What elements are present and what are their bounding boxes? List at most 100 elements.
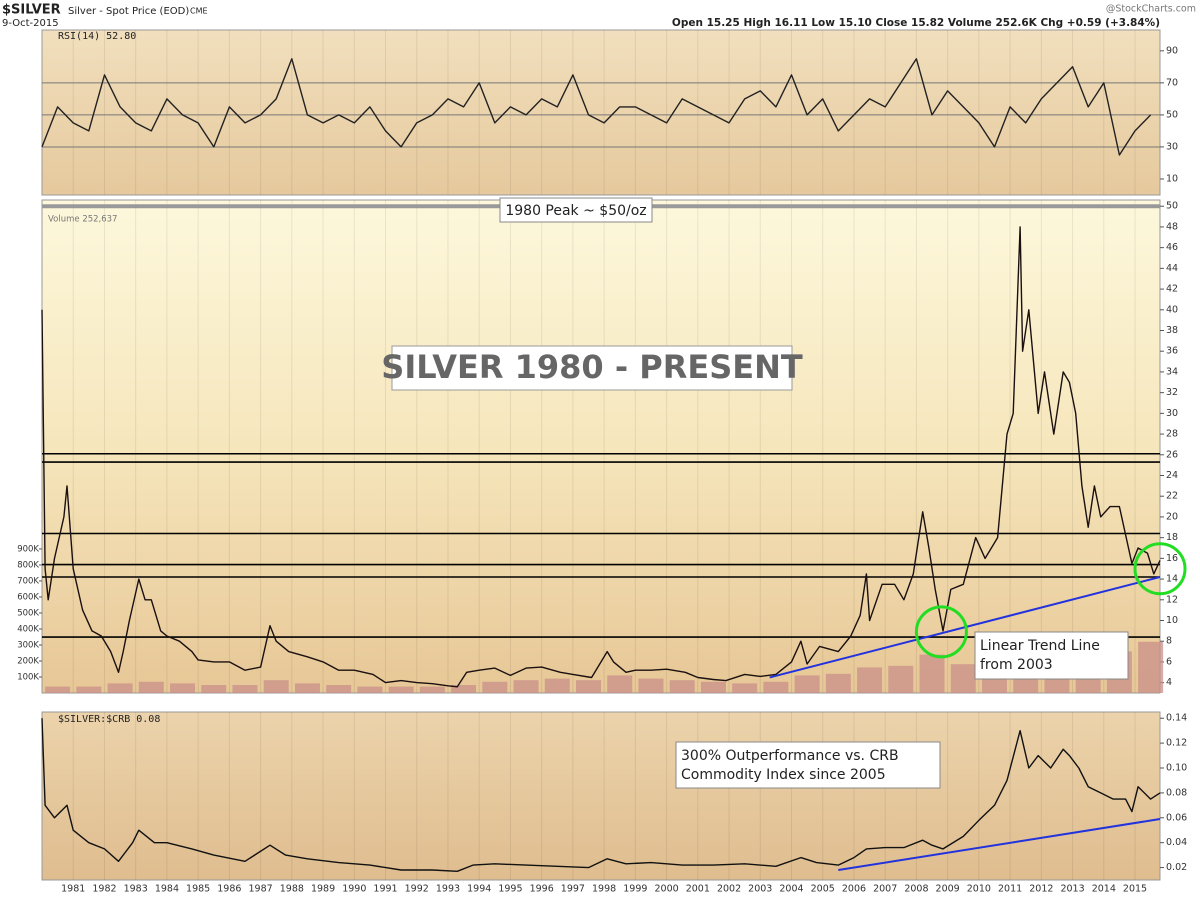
- chart-title: SILVER 1980 - PRESENT: [381, 348, 803, 386]
- x-tick-label: 2007: [873, 884, 897, 895]
- x-tick-label: 1992: [405, 884, 429, 895]
- x-tick-label: 1988: [280, 884, 304, 895]
- volume-bar: [825, 673, 851, 693]
- y-tick-label: 50: [1166, 201, 1178, 212]
- volume-bar: [45, 686, 71, 693]
- volume-bar: [638, 678, 664, 693]
- volume-bar: [388, 686, 414, 693]
- volume-bar: [763, 681, 789, 693]
- annotation: 300% Outperformance vs. CRB: [681, 748, 899, 764]
- x-tick-label: 1994: [467, 884, 491, 895]
- y-tick-label: 0.02: [1166, 862, 1187, 873]
- volume-bar: [607, 675, 633, 693]
- y-tick-label: 14: [1166, 574, 1178, 585]
- y-tick-label: 44: [1166, 263, 1178, 274]
- volume-label: Volume 252,637: [48, 215, 117, 225]
- x-tick-label: 2000: [654, 884, 678, 895]
- highlight-circle: [1133, 542, 1187, 596]
- x-tick-label: 2008: [904, 884, 928, 895]
- x-tick-label: 1989: [311, 884, 335, 895]
- series-line: [41, 718, 1161, 872]
- y-tick-label: 30: [1166, 408, 1178, 419]
- volume-bar: [263, 680, 289, 693]
- source: @StockCharts.com: [1106, 4, 1196, 15]
- volume-bar: [76, 686, 102, 693]
- y-tick-label: 0.14: [1166, 713, 1187, 724]
- y-tick-label: 0.06: [1166, 812, 1187, 823]
- title-box: [391, 345, 793, 391]
- y-tick-label: 8: [1166, 636, 1172, 647]
- price-panel: [41, 199, 1161, 694]
- y-tick-label: 12: [1166, 594, 1178, 605]
- y-tick-label: 26: [1166, 449, 1178, 460]
- y-tick-label: 50: [1166, 109, 1178, 120]
- volume-tick-label: 600K: [17, 592, 39, 602]
- volume-bar: [857, 667, 883, 693]
- y-tick-label: 42: [1166, 284, 1178, 295]
- volume-bar: [451, 684, 477, 693]
- y-tick-label: 0.04: [1166, 837, 1187, 848]
- x-tick-label: 1998: [592, 884, 616, 895]
- x-tick-label: 1981: [61, 884, 85, 895]
- volume-bar: [513, 680, 539, 693]
- volume-bar: [700, 681, 726, 693]
- volume-bar: [482, 681, 508, 693]
- x-tick-label: 2003: [748, 884, 772, 895]
- volume-tick-label: 800K: [17, 560, 39, 570]
- quote: Open 15.25 High 16.11 Low 15.10 Close 15…: [672, 17, 1160, 29]
- y-tick-label: 40: [1166, 304, 1178, 315]
- volume-tick-label: 700K: [17, 576, 39, 586]
- volume-bar: [201, 684, 227, 693]
- exchange: CME: [190, 7, 208, 16]
- y-tick-label: 20: [1166, 511, 1178, 522]
- y-tick-label: 0.08: [1166, 787, 1187, 798]
- x-tick-label: 1999: [623, 884, 647, 895]
- x-tick-label: 2010: [967, 884, 991, 895]
- y-tick-label: 38: [1166, 325, 1178, 336]
- volume-bar: [669, 680, 695, 693]
- date: 9-Oct-2015: [2, 18, 59, 29]
- annotation: Linear Trend Line: [980, 638, 1100, 654]
- volume-tick-label: 100K: [17, 672, 39, 682]
- plot-layer: 1030507090468101214161820222426283032343…: [17, 30, 1187, 895]
- y-tick-label: 10: [1166, 173, 1178, 184]
- x-tick-label: 1984: [155, 884, 179, 895]
- y-tick-label: 16: [1166, 553, 1178, 564]
- panels: [41, 29, 1161, 881]
- volume-tick-label: 300K: [17, 640, 39, 650]
- volume-bar: [419, 686, 445, 693]
- x-tick-label: 2006: [842, 884, 866, 895]
- symbol: $SILVER: [2, 3, 61, 18]
- volume-bar: [888, 665, 914, 693]
- x-tick-label: 2013: [1060, 884, 1084, 895]
- annotation-box: [974, 631, 1129, 680]
- x-tick-label: 2011: [998, 884, 1022, 895]
- volume-bar: [732, 683, 758, 693]
- volume-bar: [138, 681, 164, 693]
- x-tick-label: 1987: [249, 884, 273, 895]
- volume-bar: [232, 684, 258, 693]
- x-tick-label: 1996: [530, 884, 554, 895]
- y-tick-label: 70: [1166, 77, 1178, 88]
- volume-bar: [919, 654, 945, 693]
- y-tick-label: 6: [1166, 656, 1172, 667]
- ratio-label: $SILVER:$CRB 0.08: [58, 714, 160, 725]
- y-tick-label: 28: [1166, 429, 1178, 440]
- y-tick-label: 48: [1166, 221, 1178, 232]
- annotation-box: [499, 197, 653, 223]
- annotation: Commodity Index since 2005: [681, 767, 886, 783]
- volume-bar: [576, 680, 601, 693]
- volume-bar: [544, 678, 570, 693]
- rsi-panel: [41, 29, 1161, 196]
- price-line: [41, 226, 1161, 688]
- x-tick-label: 1997: [561, 884, 585, 895]
- series-line: [41, 58, 1152, 156]
- volume-tick-label: 500K: [17, 608, 39, 618]
- x-tick-label: 2009: [936, 884, 960, 895]
- x-tick-label: 2014: [1092, 884, 1116, 895]
- x-tick-label: 2001: [686, 884, 710, 895]
- y-tick-label: 30: [1166, 141, 1178, 152]
- volume-bar: [357, 686, 383, 693]
- y-tick-label: 46: [1166, 242, 1178, 253]
